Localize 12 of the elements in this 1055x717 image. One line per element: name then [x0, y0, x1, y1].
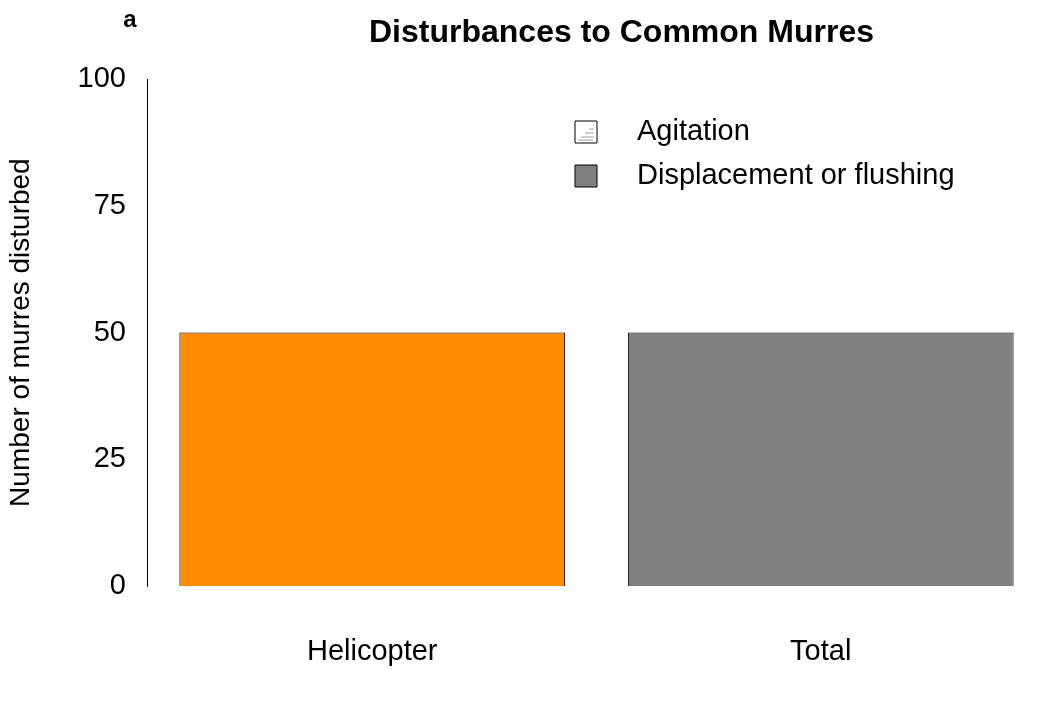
y-tick-label: 25: [93, 441, 126, 474]
legend-label: Agitation: [637, 114, 750, 146]
y-axis-title: Number of murres disturbed: [3, 158, 35, 507]
x-tick-label: Helicopter: [306, 633, 438, 666]
y-tick-label: 75: [93, 187, 126, 220]
y-tick-label: 0: [109, 568, 126, 601]
x-tick-label: Total: [790, 633, 852, 666]
text: a: [123, 4, 138, 32]
legend-label: Displacement or flushing: [637, 158, 955, 190]
y-tick-label: 50: [93, 314, 126, 347]
y-tick-label: 100: [77, 61, 126, 93]
chart-title: Disturbances to Common Murres: [369, 12, 874, 49]
